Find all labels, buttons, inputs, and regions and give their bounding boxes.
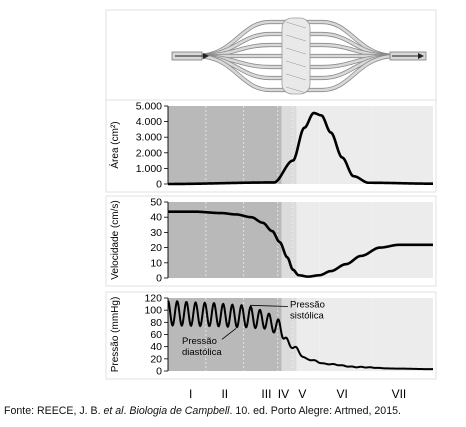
area-ytick-label: 0 <box>156 179 162 191</box>
vessel-network-diagram <box>105 9 437 103</box>
capillary-mesh-line <box>285 86 307 94</box>
systolic-annotation-line: Pressão <box>290 300 325 311</box>
area-ytick-label: 3.000 <box>136 132 162 144</box>
velocity-ytick-label: 50 <box>150 197 162 209</box>
velocity-ytick-label: 20 <box>150 242 162 254</box>
x-category-label: VII <box>392 387 407 401</box>
velocity-series-line <box>168 210 433 278</box>
x-category-label: V <box>298 387 306 401</box>
area-shade-capillaries <box>281 106 297 184</box>
pressure-ytick-label: 0 <box>156 366 162 378</box>
pressure-ytick-label: 80 <box>150 317 162 329</box>
flow-arrow-in-head <box>203 53 209 59</box>
diastolic-annotation-line: Pressão <box>182 336 217 347</box>
capillary-mesh-line <box>285 73 307 81</box>
pressure-shade-capillaries <box>281 298 297 371</box>
systolic-annotation-line: sistólica <box>290 311 325 322</box>
area-shade-veins <box>296 106 433 184</box>
area-ytick-label: 2.000 <box>136 147 162 159</box>
x-category-label: III <box>261 387 271 401</box>
systolic-annotation: Pressão sistólica <box>290 300 325 322</box>
capillary-mesh-line <box>285 21 307 29</box>
velocity-shade-arteries <box>168 202 282 278</box>
pressure-ytick-label: 120 <box>144 293 162 305</box>
area-ytick-label: 5.000 <box>136 101 162 113</box>
pressure-ytick-label: 60 <box>150 329 162 341</box>
caption-prefix: Fonte: REECE, J. B. <box>4 405 104 417</box>
capillary-bed <box>281 17 311 95</box>
caption-dot: . <box>123 405 130 417</box>
diastolic-annotation-line: diastólica <box>182 347 222 358</box>
capillary-mesh-line <box>285 60 307 68</box>
velocity-ytick-label: 0 <box>156 273 162 285</box>
pressure-ytick-label: 100 <box>144 305 162 317</box>
velocity-chart: 0 10 20 30 40 50 Velocidade (cm/s) <box>105 195 437 287</box>
area-shade-arteries <box>168 106 282 184</box>
pressure-series-line <box>167 300 434 371</box>
velocity-ylabel: Velocidade (cm/s) <box>110 200 121 279</box>
pressure-ylabel: Pressão (mmHg) <box>110 297 121 373</box>
caption-etal: et al <box>103 405 124 417</box>
velocity-ytick-label: 40 <box>150 212 162 224</box>
velocity-shade-veins <box>296 202 433 278</box>
pressure-ytick-label: 20 <box>150 353 162 365</box>
velocity-shade-capillaries <box>281 202 297 278</box>
caption-book-title: Biologia de Campbell <box>129 405 230 417</box>
diastolic-leader <box>221 328 237 340</box>
area-ytick-label: 1.000 <box>136 163 162 175</box>
capillary-mesh-line <box>285 34 307 42</box>
velocity-ytick-label: 10 <box>150 257 162 269</box>
pressure-ytick-label: 40 <box>150 341 162 353</box>
area-chart: 0 1.000 2.000 3.000 4.000 5.000 Área (cm²) <box>105 99 437 193</box>
x-category-label: II <box>221 387 228 401</box>
x-category-label: IV <box>278 387 289 401</box>
diastolic-annotation: Pressão diastólica <box>182 336 222 358</box>
caption-suffix: . 10. ed. Porto Alegre: Artmed, 2015. <box>229 405 401 417</box>
flow-arrow-out-head <box>418 53 424 59</box>
area-series-line <box>168 111 433 186</box>
source-caption: Fonte: REECE, J. B. et al. Biologia de C… <box>4 405 464 417</box>
x-category-label: VI <box>336 387 347 401</box>
x-category-label: I <box>189 387 192 401</box>
systolic-leader <box>249 304 289 307</box>
capillary-mesh-line <box>285 47 307 55</box>
vessel-category-labels: I II III IV V VI VII <box>189 387 406 401</box>
area-ytick-label: 4.000 <box>136 116 162 128</box>
area-ylabel: Área (cm²) <box>108 121 121 168</box>
velocity-ytick-label: 30 <box>150 227 162 239</box>
